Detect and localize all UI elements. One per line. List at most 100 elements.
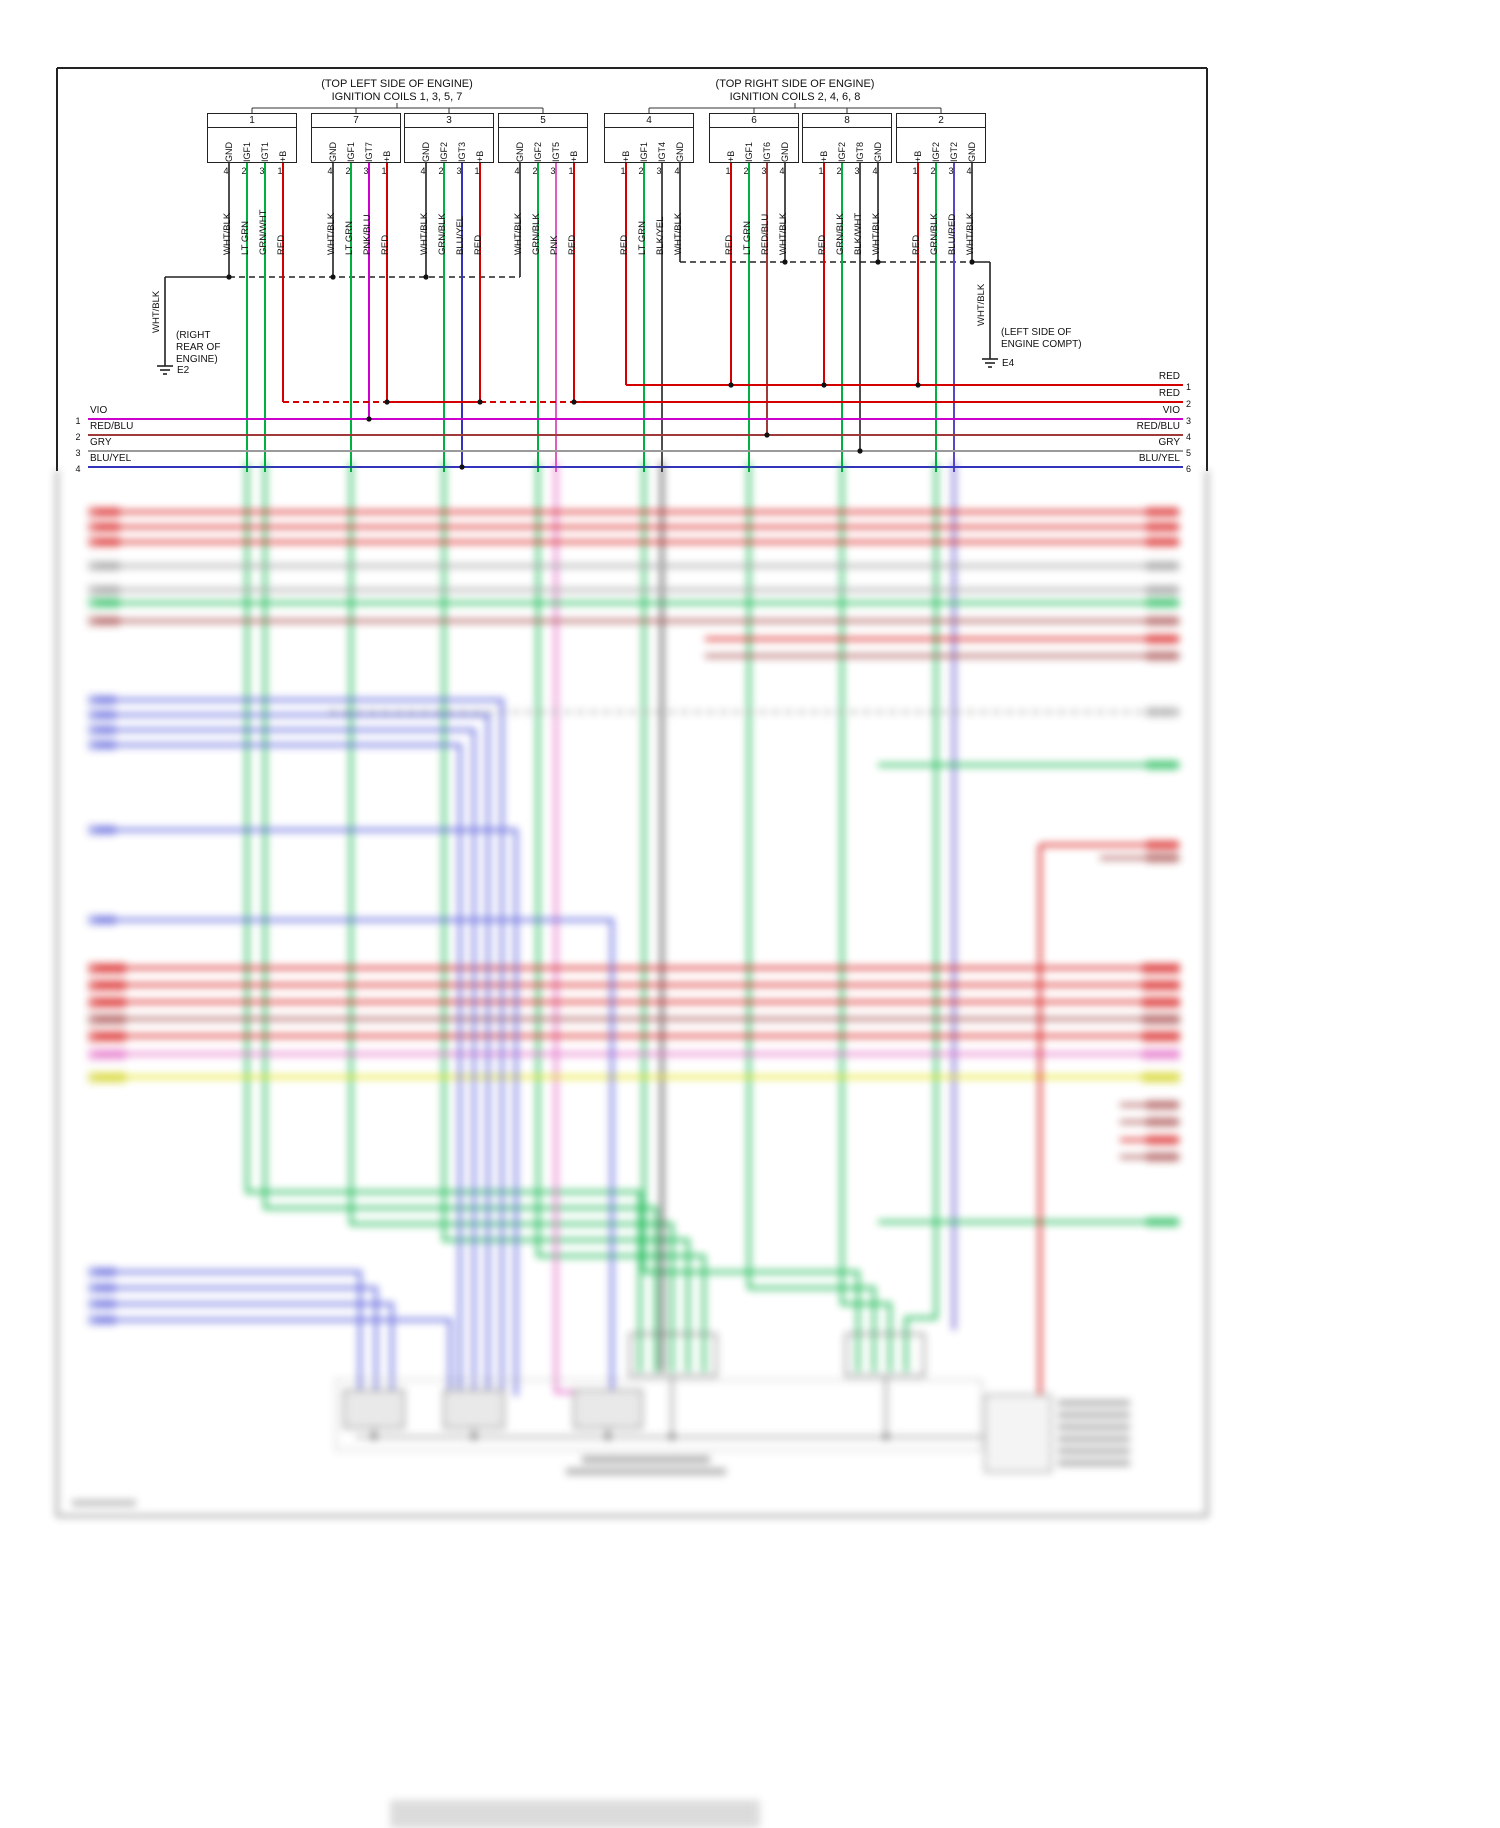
bus-label-right-gry: GRY (1158, 437, 1181, 448)
pin-number: 4 (514, 166, 520, 176)
pin-number: 1 (818, 166, 824, 176)
coil-number: 7 (312, 114, 400, 128)
bus-number-right-1: 1 (1186, 382, 1192, 392)
connector-box: 8 +B IGF2 IGT8 GND (802, 113, 892, 163)
coil-number: 5 (499, 114, 587, 128)
coil-number: 3 (405, 114, 493, 128)
ignition-coil-connector-2: 2 +B IGF2 IGT2 GND 1 2 3 4 RED GRN/BLK B… (896, 113, 986, 263)
pin-number: 2 (930, 166, 936, 176)
pin-number: 2 (438, 166, 444, 176)
pin-number: 2 (345, 166, 351, 176)
pin-number: 2 (638, 166, 644, 176)
blurred-frame (56, 470, 1208, 1517)
blurred-bottom-connectors (72, 1333, 1130, 1828)
junction-dots (226, 259, 975, 470)
pin-number: 3 (854, 166, 860, 176)
bus-label-right-bluyel: BLU/YEL (1138, 453, 1180, 464)
header-right-line1: (TOP RIGHT SIDE OF ENGINE) (715, 78, 875, 90)
connector-box: 7 GND IGF1 IGT7 +B (311, 113, 401, 163)
bus-number-right-2: 2 (1186, 399, 1192, 409)
header-left-line1: (TOP LEFT SIDE OF ENGINE) (321, 78, 473, 90)
pin-number: 4 (327, 166, 333, 176)
pin-number: 2 (743, 166, 749, 176)
bus-label-right-red2: RED (1158, 388, 1180, 399)
pin-number: 3 (259, 166, 265, 176)
bus-label-left-gry: GRY (90, 437, 112, 448)
header-left: (TOP LEFT SIDE OF ENGINE) IGNITION COILS… (247, 78, 547, 104)
bus-number-left-4: 4 (75, 464, 81, 474)
bus-label-left-vio: VIO (90, 405, 108, 416)
igt-wires (368, 163, 955, 472)
pin-number: 4 (872, 166, 878, 176)
pin-number: 2 (836, 166, 842, 176)
bus-number-left-3: 3 (75, 448, 81, 458)
signal-buses (88, 418, 1183, 468)
connector-box: 2 +B IGF2 IGT2 GND (896, 113, 986, 163)
header-right: (TOP RIGHT SIDE OF ENGINE) IGNITION COIL… (645, 78, 945, 104)
pin-number: 1 (725, 166, 731, 176)
ignition-coil-connector-4: 4 +B IGF1 IGT4 GND 1 2 3 4 RED LT GRN BL… (604, 113, 694, 263)
blurred-blue-wires (96, 698, 614, 1396)
header-brackets (251, 103, 942, 113)
blurred-label-blobs (88, 507, 1180, 1325)
pin-number: 3 (761, 166, 767, 176)
bus-label-left-redblu: RED/BLU (90, 421, 134, 432)
connector-box: 3 GND IGF2 IGT3 +B (404, 113, 494, 163)
pin-number: 3 (456, 166, 462, 176)
ignition-coil-connector-5: 5 GND IGF2 IGT5 +B 4 2 3 1 WHT/BLK GRN/B… (498, 113, 588, 263)
ground-id-e4: E4 (1002, 358, 1015, 369)
coil-number: 4 (605, 114, 693, 128)
pin-number: 1 (620, 166, 626, 176)
connector-box: 5 GND IGF2 IGT5 +B (498, 113, 588, 163)
bus-label-right-redblu: RED/BLU (1136, 421, 1180, 432)
bus-number-left-1: 1 (75, 416, 81, 426)
bus-label-right-vio: VIO (1162, 405, 1180, 416)
pin-number: 1 (277, 166, 283, 176)
pin-number: 1 (381, 166, 387, 176)
pin-number: 2 (241, 166, 247, 176)
bus-number-right-4: 4 (1186, 432, 1192, 442)
plus-b-red-buses (282, 163, 1183, 403)
blurred-horizontal-rows (96, 510, 1180, 1395)
pin-number: 4 (966, 166, 972, 176)
bus-number-right-3: 3 (1186, 416, 1192, 426)
igf-green-wires (246, 163, 937, 472)
ignition-coil-connector-3: 3 GND IGF2 IGT3 +B 4 2 3 1 WHT/BLK GRN/B… (404, 113, 494, 263)
bus-number-right-5: 5 (1186, 448, 1192, 458)
ignition-coil-connector-8: 8 +B IGF2 IGT8 GND 1 2 3 4 RED GRN/BLK B… (802, 113, 892, 263)
header-left-line2: IGNITION COILS 1, 3, 5, 7 (331, 91, 463, 103)
pin-number: 3 (656, 166, 662, 176)
pin-number: 4 (674, 166, 680, 176)
ground-net-right (679, 163, 998, 368)
pin-number: 1 (912, 166, 918, 176)
pin-number: 2 (532, 166, 538, 176)
coil-number: 1 (208, 114, 296, 128)
pin-number: 3 (948, 166, 954, 176)
ground-net-left (157, 163, 521, 375)
pin-number: 4 (223, 166, 229, 176)
pin-number: 3 (550, 166, 556, 176)
coil-number: 6 (710, 114, 798, 128)
connector-box: 4 +B IGF1 IGT4 GND (604, 113, 694, 163)
bus-number-right-6: 6 (1186, 464, 1192, 474)
connector-box: 1 GND IGF1 IGT1 +B (207, 113, 297, 163)
coil-number: 2 (897, 114, 985, 128)
coil-number: 8 (803, 114, 891, 128)
pin-number: 1 (568, 166, 574, 176)
pin-number: 3 (363, 166, 369, 176)
bus-label-left-bluyel: BLU/YEL (90, 453, 132, 464)
blurred-vertical-wires (245, 462, 956, 1426)
bus-label-right-red1: RED (1158, 371, 1180, 382)
header-right-line2: IGNITION COILS 2, 4, 6, 8 (729, 91, 861, 103)
pin-number: 4 (420, 166, 426, 176)
bus-number-left-2: 2 (75, 432, 81, 442)
ground-location-e2: (RIGHT REAR OF ENGINE) (176, 330, 221, 365)
frame (56, 67, 1208, 471)
ground-location-e4: (LEFT SIDE OF ENGINE COMPT) (1001, 327, 1082, 350)
pin-number: 4 (779, 166, 785, 176)
ignition-coil-connector-7: 7 GND IGF1 IGT7 +B 4 2 3 1 WHT/BLK LT GR… (311, 113, 401, 263)
pin-number: 1 (474, 166, 480, 176)
